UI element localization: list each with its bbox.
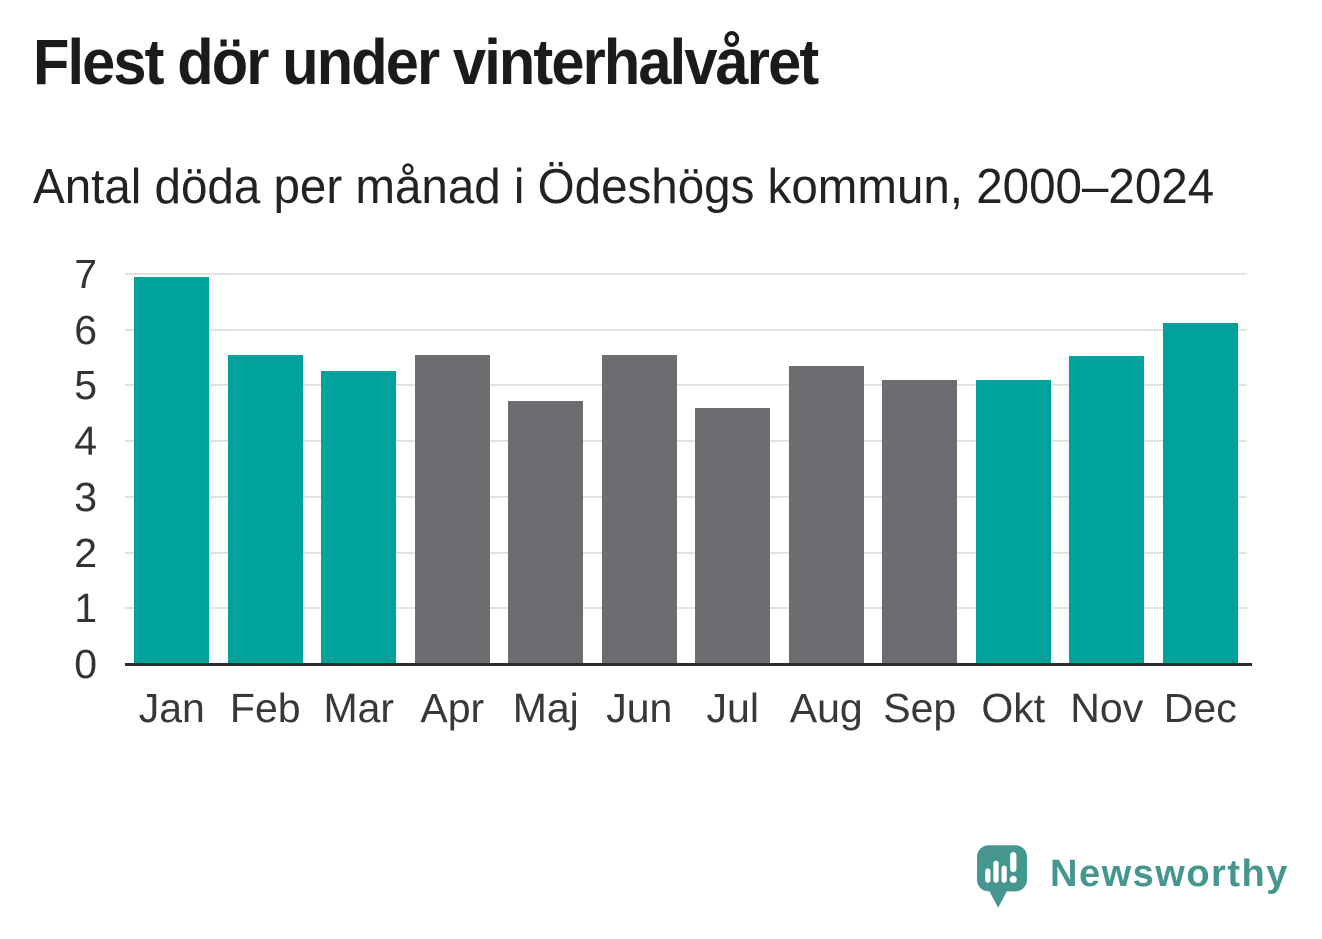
y-axis-tick-label-0: 0 [74,641,97,687]
bar-dec [1162,323,1238,664]
x-axis-tick-label-nov: Nov [1070,685,1144,731]
bar-sep [882,379,958,664]
bar-nov [1069,355,1145,664]
bar-aug [788,366,864,664]
bar-apr [414,354,490,664]
bar-jul [695,407,771,664]
bar-maj [508,401,584,664]
x-axis-tick-label-mar: Mar [323,685,395,731]
page-title: Flest dör under vinterhalvåret [33,26,819,98]
gridline-y7 [125,273,1247,275]
x-axis-tick-label-okt: Okt [981,685,1046,731]
gridline-y4 [125,440,1247,443]
bar-feb [227,354,303,664]
gridline-y1 [125,607,1247,610]
newsworthy-logo: Newsworthy [977,845,1292,911]
y-axis-tick-label-7: 7 [74,251,97,297]
bar-okt [975,380,1051,664]
gridline-y2 [125,551,1247,554]
newsworthy-speech-bubble-bar-chart-icon [977,845,1027,908]
y-axis-tick-label-5: 5 [74,362,97,409]
y-axis-tick-label-6: 6 [74,306,97,353]
x-axis-tick-label-jan: Jan [138,685,205,731]
gridline-y6 [125,328,1247,331]
x-axis-line [125,662,1252,666]
x-axis-tick-label-sep: Sep [883,685,957,731]
x-axis-tick-label-apr: Apr [420,685,485,731]
bar-mar [321,370,397,664]
y-axis-tick-label-4: 4 [74,418,97,465]
x-axis-tick-label-dec: Dec [1163,685,1237,731]
y-axis-tick-label-2: 2 [74,529,97,576]
x-axis-tick-label-aug: Aug [789,685,863,731]
gridline-y3 [125,495,1247,498]
bar-jun [601,354,677,664]
gridline-y5 [125,384,1247,387]
x-axis-tick-label-feb: Feb [229,685,301,731]
x-axis-tick-label-jul: Jul [706,685,759,731]
x-axis-tick-label-maj: Maj [512,685,579,731]
bar-jan [134,276,210,664]
newsworthy-logo-text: Newsworthy [1050,853,1289,895]
y-axis-tick-label-1: 1 [74,585,97,632]
x-axis-tick-label-jun: Jun [606,685,673,731]
chart-subtitle: Antal döda per månad i Ödeshögs kommun, … [33,160,1215,214]
y-axis-tick-label-3: 3 [74,473,97,520]
